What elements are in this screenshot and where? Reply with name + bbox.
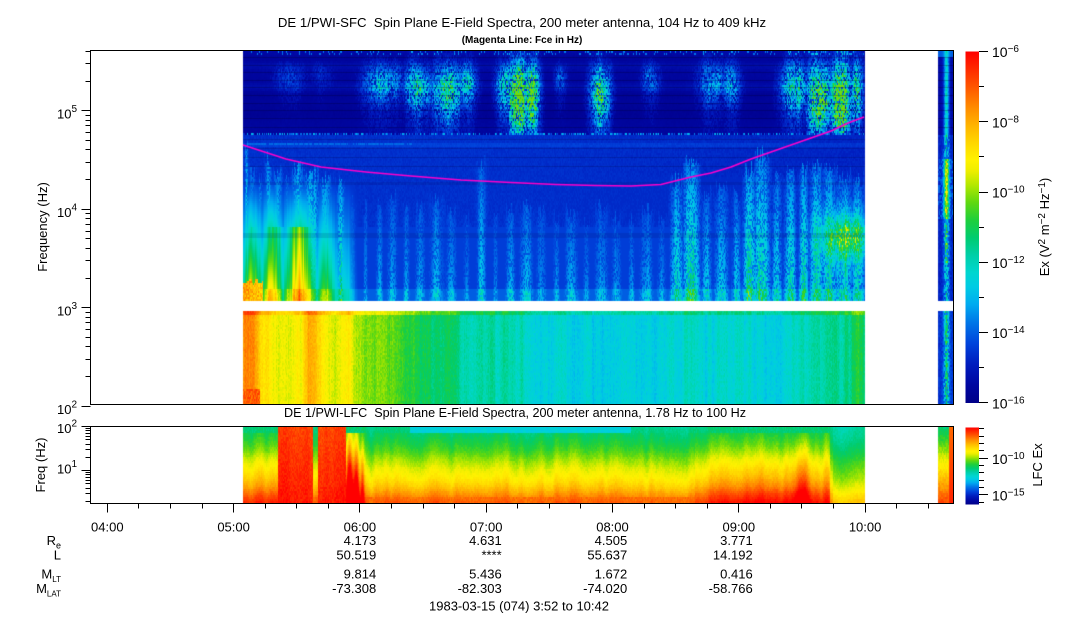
svg-text:DE 1/PWI-SFC Spin Plane E-Fie: DE 1/PWI-SFC Spin Plane E-Field Spectra,… [278, 15, 766, 30]
svg-text:105: 105 [57, 104, 77, 122]
svg-text:103: 103 [57, 301, 77, 319]
svg-text:10−15: 10−15 [992, 488, 1025, 504]
svg-text:DE 1/PWI-LFC Spin Plane E-Fie: DE 1/PWI-LFC Spin Plane E-Field Spectra,… [284, 406, 746, 420]
svg-text:10−8: 10−8 [992, 114, 1019, 130]
svg-text:-82.303: -82.303 [458, 581, 502, 596]
svg-text:10−12: 10−12 [992, 255, 1025, 271]
svg-text:101: 101 [57, 459, 77, 477]
svg-text:10−6: 10−6 [992, 44, 1019, 60]
svg-text:1983-03-15 (074) 3:52 to 10:42: 1983-03-15 (074) 3:52 to 10:42 [429, 598, 609, 613]
svg-text:14.192: 14.192 [713, 547, 753, 562]
svg-text:****: **** [481, 547, 501, 562]
svg-text:06:00: 06:00 [344, 520, 377, 535]
svg-text:4.173: 4.173 [344, 533, 377, 548]
svg-text:Frequency (Hz): Frequency (Hz) [35, 182, 50, 272]
svg-text:10−10: 10−10 [992, 451, 1025, 467]
svg-text:4.505: 4.505 [595, 533, 628, 548]
svg-text:04:00: 04:00 [91, 520, 124, 535]
svg-text:07:00: 07:00 [470, 520, 503, 535]
svg-text:104: 104 [57, 203, 77, 221]
svg-text:LFC Ex: LFC Ex [1030, 443, 1045, 487]
svg-text:-73.308: -73.308 [332, 581, 376, 596]
svg-text:102: 102 [57, 400, 77, 418]
svg-text:4.631: 4.631 [469, 533, 502, 548]
svg-text:10−10: 10−10 [992, 185, 1025, 201]
svg-text:50.519: 50.519 [336, 547, 376, 562]
svg-text:Freq (Hz): Freq (Hz) [33, 438, 48, 493]
svg-text:102: 102 [57, 419, 77, 437]
svg-text:08:00: 08:00 [596, 520, 629, 535]
svg-text:55.637: 55.637 [587, 547, 627, 562]
svg-text:1.672: 1.672 [595, 567, 628, 582]
svg-text:3.771: 3.771 [720, 533, 753, 548]
svg-text:Ex (V2 m−2 Hz−1): Ex (V2 m−2 Hz−1) [1037, 178, 1052, 276]
svg-text:0.416: 0.416 [720, 567, 753, 582]
svg-text:-58.766: -58.766 [709, 581, 753, 596]
svg-text:09:00: 09:00 [723, 520, 756, 535]
svg-text:10−14: 10−14 [992, 325, 1025, 341]
svg-text:(Magenta Line: Fce in Hz): (Magenta Line: Fce in Hz) [462, 35, 583, 46]
svg-text:-74.020: -74.020 [583, 581, 627, 596]
svg-text:5.436: 5.436 [469, 567, 502, 582]
svg-text:9.814: 9.814 [344, 567, 377, 582]
svg-text:05:00: 05:00 [217, 520, 250, 535]
svg-text:10:00: 10:00 [849, 520, 882, 535]
svg-text:10−16: 10−16 [992, 396, 1025, 412]
svg-text:L: L [54, 547, 61, 562]
